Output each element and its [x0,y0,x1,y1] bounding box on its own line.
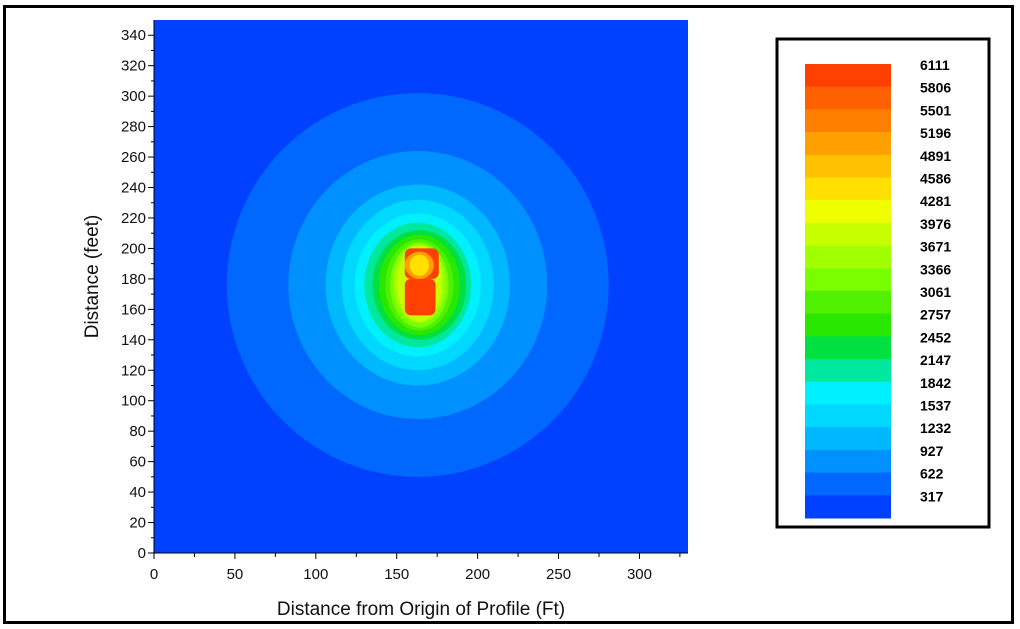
x-tick-label: 50 [227,566,244,583]
y-tick-label: 120 [121,362,146,379]
legend-swatch-622 [805,472,891,496]
y-tick-label: 240 [121,180,146,197]
legend-value: 3366 [920,261,951,277]
legend-swatch-317 [805,495,891,519]
legend-value: 1842 [920,375,951,391]
legend-value: 2757 [920,307,951,323]
x-axis-title: Distance from Origin of Profile (Ft) [277,599,565,620]
legend-swatch-5501 [805,109,891,133]
x-tick-label: 0 [150,566,158,583]
y-tick-label: 20 [129,515,146,532]
legend-value: 3671 [920,239,951,255]
y-tick-label: 140 [121,332,146,349]
legend-swatch-1842 [805,381,891,405]
y-tick-label: 220 [121,210,146,227]
legend-swatch-927 [805,449,891,474]
legend-value: 5196 [920,125,951,141]
x-tick-label: 150 [384,566,409,583]
legend-swatch-3671 [805,245,891,269]
y-tick-label: 340 [121,27,146,44]
legend-swatch-1537 [805,404,891,428]
legend-swatch-3061 [805,291,891,315]
y-tick-label: 40 [129,484,146,501]
y-tick-label: 100 [121,393,146,410]
y-tick-label: 200 [121,240,146,257]
legend-value: 2147 [920,352,951,368]
legend-value: 3976 [920,216,951,232]
y-tick-label: 0 [138,545,146,562]
legend-value: 4281 [920,193,951,209]
legend-value: 622 [920,466,944,482]
axes: 0 50 100 150 200 250 300 0 20 40 60 80 100 120 140 160 1… [121,20,688,583]
legend-swatch-4281 [805,200,891,224]
y-tick-label: 180 [121,271,146,288]
y-tick-label: 320 [121,58,146,75]
legend-swatch-6111 [805,64,891,88]
legend-swatch-1232 [805,427,891,451]
y-tick-label: 300 [121,88,146,105]
legend-value: 927 [920,443,944,459]
color-legend: 6111 5806 5501 5196 4891 4586 4281 3976 3671 3366… [775,37,991,529]
legend-value: 317 [920,488,944,504]
y-axis-title: Distance (feet) [82,215,103,339]
legend-value: 5501 [920,102,951,118]
x-tick-label: 200 [465,566,490,583]
legend-swatch-4586 [805,177,891,201]
y-tick-label: 280 [121,119,146,136]
legend-value: 5806 [920,80,951,96]
legend-swatch-2757 [805,313,891,337]
legend-swatch-3366 [805,268,891,292]
legend-value: 4586 [920,171,951,187]
legend-swatch-5806 [805,86,891,110]
legend-value: 3061 [920,284,951,300]
legend-swatch-4891 [805,154,891,178]
x-tick-label: 100 [303,566,328,583]
legend-swatch-5196 [805,132,891,156]
hotspot-core [409,254,430,276]
legend-swatch-2452 [805,336,891,360]
legend-value: 2452 [920,329,951,345]
y-tick-label: 160 [121,301,146,318]
x-tick-label: 300 [627,566,652,583]
plot-area [154,20,688,553]
y-tick-label: 260 [121,149,146,166]
legend-value: 6111 [920,57,950,73]
legend-value: 4891 [920,148,951,164]
x-tick-label: 250 [546,566,571,583]
legend-value: 1232 [920,420,951,436]
y-tick-label: 60 [129,454,146,471]
chart-frame [3,5,1014,624]
legend-swatch-3976 [805,222,891,247]
hotspot-lower-block [404,278,436,316]
legend-swatch-2147 [805,359,891,383]
y-tick-label: 80 [129,423,146,440]
legend-value: 1537 [920,398,951,414]
